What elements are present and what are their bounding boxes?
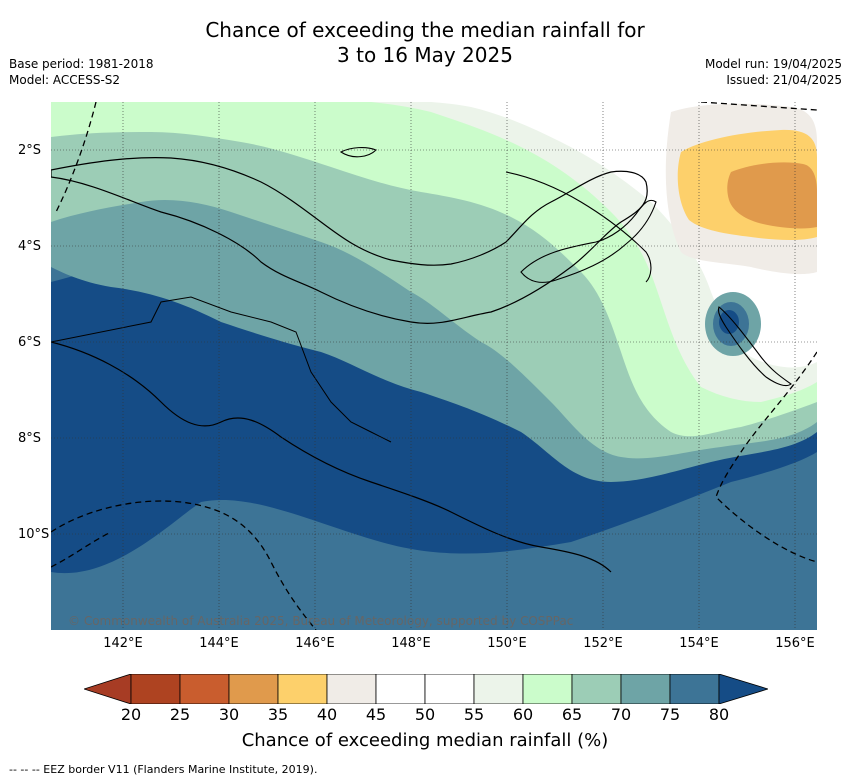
colorbar-svg bbox=[82, 673, 770, 705]
map-title: Chance of exceeding the median rainfall … bbox=[0, 18, 850, 68]
bougainville-coast bbox=[717, 306, 792, 387]
colorbar-segment bbox=[571, 673, 622, 705]
colorbar-segment bbox=[179, 673, 230, 705]
new-guinea-coast bbox=[51, 157, 648, 324]
title-line-1: Chance of exceeding the median rainfall … bbox=[205, 18, 645, 42]
lon-label: 152°E bbox=[583, 636, 623, 651]
colorbar-tick-label: 40 bbox=[316, 705, 338, 724]
colorbar-segment bbox=[473, 673, 524, 705]
colorbar-segment bbox=[375, 673, 426, 705]
colorbar-segment bbox=[326, 673, 377, 705]
png-border bbox=[51, 296, 392, 443]
colorbar-tick-label: 60 bbox=[512, 705, 534, 724]
colorbar-segment bbox=[522, 673, 573, 705]
lat-label: 2°S bbox=[18, 143, 42, 158]
lat-label: 10°S bbox=[18, 527, 50, 542]
colorbar bbox=[82, 673, 770, 705]
colorbar-tick-label: 55 bbox=[463, 705, 485, 724]
eye-core bbox=[719, 310, 739, 334]
colorbar-tick-label: 70 bbox=[610, 705, 632, 724]
colorbar-tick-label: 35 bbox=[267, 705, 289, 724]
colorbar-tick-label: 25 bbox=[169, 705, 191, 724]
lon-label: 148°E bbox=[391, 636, 431, 651]
map-panel: © Commonwealth of Australia 2025, Bureau… bbox=[51, 102, 817, 630]
graticule bbox=[51, 102, 817, 630]
meta-right: Model run: 19/04/2025 Issued: 21/04/2025 bbox=[705, 56, 842, 88]
eez-legend: -- -- -- EEZ border V11 (Flanders Marine… bbox=[9, 763, 318, 776]
new-britain-coast bbox=[520, 199, 657, 283]
lat-label: 4°S bbox=[18, 239, 42, 254]
meta-left: Base period: 1981-2018 Model: ACCESS-S2 bbox=[9, 56, 154, 88]
colorbar-segment bbox=[277, 673, 328, 705]
colorbar-segment bbox=[669, 673, 720, 705]
colorbar-low-arrow bbox=[82, 673, 132, 705]
colorbar-high-arrow bbox=[718, 673, 770, 705]
colorbar-tick-label: 20 bbox=[120, 705, 142, 724]
model-run-text: Model run: 19/04/2025 bbox=[704, 57, 842, 71]
colorbar-tick-label: 45 bbox=[365, 705, 387, 724]
lon-label: 156°E bbox=[775, 636, 815, 651]
eez-border bbox=[51, 102, 817, 630]
lon-label: 146°E bbox=[295, 636, 335, 651]
colorbar-tick-label: 75 bbox=[659, 705, 681, 724]
colorbar-tick-label: 80 bbox=[708, 705, 730, 724]
rainfall-map bbox=[51, 102, 817, 630]
colorbar-segment bbox=[424, 673, 475, 705]
band-35 bbox=[727, 162, 817, 229]
colorbar-label: Chance of exceeding median rainfall (%) bbox=[241, 730, 609, 751]
colorbar-segment bbox=[228, 673, 279, 705]
issued-text: Issued: 21/04/2025 bbox=[726, 73, 842, 87]
title-line-2: 3 to 16 May 2025 bbox=[337, 43, 513, 67]
lon-label: 150°E bbox=[487, 636, 527, 651]
lon-label: 144°E bbox=[199, 636, 239, 651]
colorbar-segment bbox=[130, 673, 181, 705]
model-text: Model: ACCESS-S2 bbox=[9, 73, 121, 87]
colorbar-segment bbox=[620, 673, 671, 705]
base-period-text: Base period: 1981-2018 bbox=[9, 57, 154, 71]
colorbar-tick-label: 65 bbox=[561, 705, 583, 724]
lon-label: 154°E bbox=[679, 636, 719, 651]
lon-label: 142°E bbox=[103, 636, 143, 651]
colorbar-tick-label: 50 bbox=[414, 705, 436, 724]
colorbar-tick-label: 30 bbox=[218, 705, 240, 724]
new-ireland-coast bbox=[505, 171, 652, 283]
copyright-text: © Commonwealth of Australia 2025, Bureau… bbox=[68, 614, 574, 628]
new-guinea-south-coast bbox=[51, 341, 612, 573]
lat-label: 6°S bbox=[18, 335, 42, 350]
lat-label: 8°S bbox=[18, 431, 42, 446]
